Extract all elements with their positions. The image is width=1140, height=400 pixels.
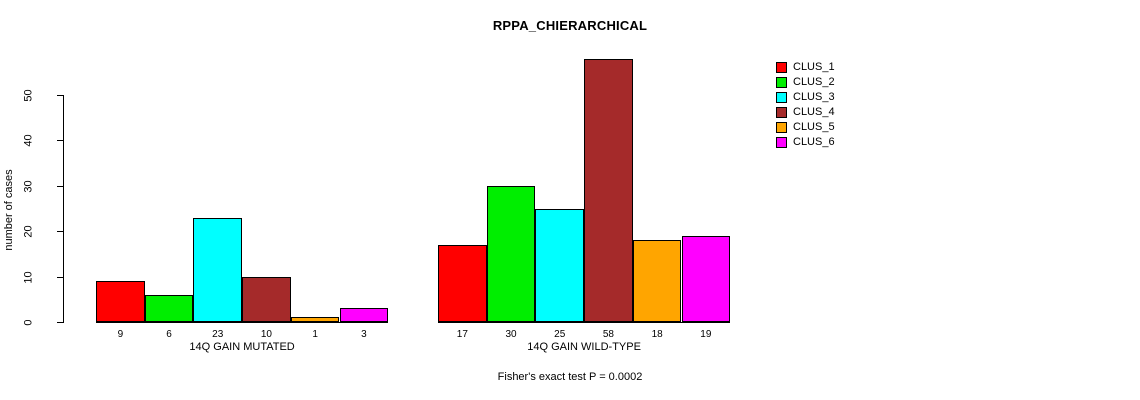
y-axis-tick [57, 185, 64, 187]
y-axis-tick-label: 0 [22, 319, 35, 326]
bar-value-label: 17 [456, 329, 468, 340]
legend-swatch-icon [776, 77, 787, 88]
legend-item-clus_4[interactable]: CLUS_4 [776, 105, 835, 120]
bar-value-label: 30 [505, 329, 517, 340]
y-axis-tick [57, 95, 64, 96]
bar-clus_1-14q-gain-mutated[interactable] [96, 281, 145, 322]
y-axis-title: number of cases [3, 169, 15, 251]
y-axis-tick-label: 40 [22, 134, 35, 148]
y-axis-line [63, 95, 64, 323]
y-axis-tick-label: 50 [22, 89, 35, 102]
legend-swatch-icon [776, 137, 787, 148]
bar-value-label: 58 [602, 329, 614, 340]
legend-item-label: CLUS_4 [793, 106, 835, 118]
bar-value-label: 3 [361, 329, 367, 340]
legend-swatch-icon [776, 92, 787, 103]
bar-value-label: 18 [651, 329, 663, 340]
bar-value-label: 19 [700, 329, 712, 340]
bar-value-label: 6 [166, 329, 172, 340]
group-title: 14Q GAIN WILD-TYPE [527, 341, 641, 353]
bar-value-label: 23 [212, 329, 224, 340]
legend-item-label: CLUS_3 [793, 91, 835, 103]
x-axis-line [96, 322, 389, 323]
legend-item-clus_3[interactable]: CLUS_3 [776, 90, 835, 105]
bar-value-label: 25 [554, 329, 566, 340]
bar-clus_3-14q-gain-wild-type[interactable] [535, 208, 585, 322]
plot-area: number of cases 0 10 20 30 40 50 9 6 23 10 1 3 14Q … [3, 58, 731, 383]
bar-value-label: 1 [312, 329, 318, 340]
y-axis-tick-label: 20 [22, 225, 35, 238]
bar-value-label: 9 [117, 329, 124, 340]
legend-item-label: CLUS_2 [793, 76, 835, 88]
legend-item-label: CLUS_5 [793, 121, 835, 133]
y-axis-tick [57, 140, 64, 142]
x-axis-line [438, 322, 731, 323]
bar-clus_5-14q-gain-mutated[interactable] [290, 317, 340, 322]
bar-clus_5-14q-gain-wild-type[interactable] [632, 240, 682, 322]
legend-item-clus_2[interactable]: CLUS_2 [776, 75, 835, 90]
bar-clus_2-14q-gain-wild-type[interactable] [486, 185, 536, 322]
bar-clus_1-14q-gain-wild-type[interactable] [438, 244, 487, 322]
bar-clus_2-14q-gain-mutated[interactable] [144, 294, 194, 322]
y-axis-tick-label: 10 [22, 270, 35, 284]
statistical-annotation: Fisher's exact test P = 0.0002 [497, 371, 643, 383]
legend-swatch-icon [776, 107, 787, 118]
group-title: 14Q GAIN MUTATED [189, 341, 295, 353]
bar-clus_6-14q-gain-mutated[interactable] [339, 308, 389, 322]
bar-clus_4-14q-gain-mutated[interactable] [242, 276, 291, 322]
legend-item-label: CLUS_1 [793, 61, 835, 73]
legend-item-clus_6[interactable]: CLUS_6 [776, 135, 835, 150]
y-axis-tick [57, 322, 64, 323]
legend-item-clus_1[interactable]: CLUS_1 [776, 60, 835, 75]
legend-item-clus_5[interactable]: CLUS_5 [776, 120, 835, 135]
bar-value-label: 10 [260, 329, 272, 340]
y-axis-tick [57, 276, 64, 278]
legend-item-label: CLUS_6 [793, 136, 835, 148]
bar-clus_3-14q-gain-mutated[interactable] [193, 217, 243, 322]
bar-clus_6-14q-gain-wild-type[interactable] [681, 235, 731, 322]
legend-swatch-icon [776, 62, 787, 73]
legend-swatch-icon [776, 122, 787, 133]
page-title: RPPA_CHIERARCHICAL [492, 18, 648, 33]
legend: CLUS_1 CLUS_2 CLUS_3 CLUS_4 CLUS_5 CLUS_6 [776, 60, 835, 150]
y-axis-tick [57, 231, 64, 233]
y-axis-tick-label: 30 [22, 180, 35, 193]
bar-clus_4-14q-gain-wild-type[interactable] [584, 58, 633, 322]
